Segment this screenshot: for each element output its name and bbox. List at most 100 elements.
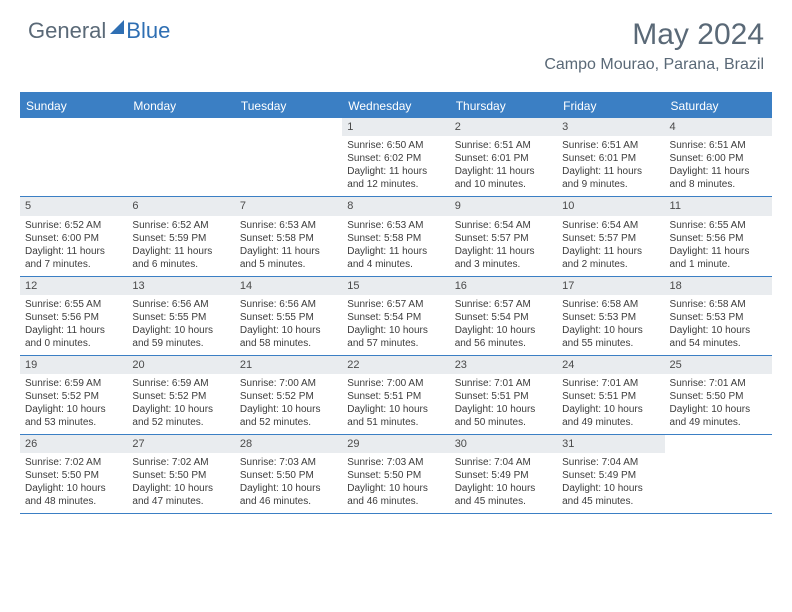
day-body: Sunrise: 6:58 AMSunset: 5:53 PMDaylight:… (557, 295, 664, 355)
daylight-text: Daylight: 10 hours and 53 minutes. (25, 403, 122, 429)
day-number: 19 (20, 356, 127, 374)
sunrise-text: Sunrise: 7:01 AM (562, 377, 659, 390)
day-body: Sunrise: 7:02 AMSunset: 5:50 PMDaylight:… (20, 453, 127, 513)
sunset-text: Sunset: 5:58 PM (240, 232, 337, 245)
day-number: 1 (342, 118, 449, 136)
day-body: Sunrise: 6:55 AMSunset: 5:56 PMDaylight:… (665, 216, 772, 276)
sunrise-text: Sunrise: 6:51 AM (455, 139, 552, 152)
day-number: 21 (235, 356, 342, 374)
day-number: 4 (665, 118, 772, 136)
daylight-text: Daylight: 10 hours and 49 minutes. (562, 403, 659, 429)
week-row: 19Sunrise: 6:59 AMSunset: 5:52 PMDayligh… (20, 356, 772, 435)
daylight-text: Daylight: 10 hours and 54 minutes. (670, 324, 767, 350)
day-cell: 4Sunrise: 6:51 AMSunset: 6:00 PMDaylight… (665, 118, 772, 196)
daylight-text: Daylight: 10 hours and 51 minutes. (347, 403, 444, 429)
day-number (665, 435, 772, 439)
day-cell: 11Sunrise: 6:55 AMSunset: 5:56 PMDayligh… (665, 197, 772, 275)
day-number: 6 (127, 197, 234, 215)
day-cell: 1Sunrise: 6:50 AMSunset: 6:02 PMDaylight… (342, 118, 449, 196)
day-cell: 20Sunrise: 6:59 AMSunset: 5:52 PMDayligh… (127, 356, 234, 434)
day-body: Sunrise: 6:51 AMSunset: 6:00 PMDaylight:… (665, 136, 772, 196)
day-header: Thursday (450, 94, 557, 118)
daylight-text: Daylight: 10 hours and 56 minutes. (455, 324, 552, 350)
sunrise-text: Sunrise: 6:53 AM (347, 219, 444, 232)
day-body: Sunrise: 6:56 AMSunset: 5:55 PMDaylight:… (127, 295, 234, 355)
day-body: Sunrise: 7:01 AMSunset: 5:51 PMDaylight:… (450, 374, 557, 434)
daylight-text: Daylight: 10 hours and 46 minutes. (240, 482, 337, 508)
sunrise-text: Sunrise: 6:56 AM (240, 298, 337, 311)
sunset-text: Sunset: 5:50 PM (240, 469, 337, 482)
month-title: May 2024 (544, 18, 764, 52)
day-number (127, 118, 234, 122)
logo-text-general: General (28, 18, 106, 44)
day-number: 9 (450, 197, 557, 215)
daylight-text: Daylight: 11 hours and 0 minutes. (25, 324, 122, 350)
day-header: Saturday (665, 94, 772, 118)
daylight-text: Daylight: 10 hours and 57 minutes. (347, 324, 444, 350)
sunrise-text: Sunrise: 7:01 AM (670, 377, 767, 390)
sunset-text: Sunset: 5:50 PM (670, 390, 767, 403)
sunset-text: Sunset: 5:55 PM (240, 311, 337, 324)
sunrise-text: Sunrise: 6:59 AM (132, 377, 229, 390)
sunrise-text: Sunrise: 6:55 AM (670, 219, 767, 232)
sunrise-text: Sunrise: 6:58 AM (670, 298, 767, 311)
day-cell: 7Sunrise: 6:53 AMSunset: 5:58 PMDaylight… (235, 197, 342, 275)
daylight-text: Daylight: 10 hours and 48 minutes. (25, 482, 122, 508)
day-cell: 15Sunrise: 6:57 AMSunset: 5:54 PMDayligh… (342, 277, 449, 355)
sunrise-text: Sunrise: 6:51 AM (670, 139, 767, 152)
day-body: Sunrise: 6:57 AMSunset: 5:54 PMDaylight:… (450, 295, 557, 355)
sunset-text: Sunset: 6:00 PM (25, 232, 122, 245)
day-number: 26 (20, 435, 127, 453)
sunset-text: Sunset: 6:01 PM (455, 152, 552, 165)
weeks-container: 1Sunrise: 6:50 AMSunset: 6:02 PMDaylight… (20, 118, 772, 514)
sunrise-text: Sunrise: 6:54 AM (455, 219, 552, 232)
day-body: Sunrise: 6:54 AMSunset: 5:57 PMDaylight:… (557, 216, 664, 276)
day-body: Sunrise: 6:59 AMSunset: 5:52 PMDaylight:… (127, 374, 234, 434)
day-number: 16 (450, 277, 557, 295)
daylight-text: Daylight: 10 hours and 47 minutes. (132, 482, 229, 508)
sunset-text: Sunset: 5:53 PM (670, 311, 767, 324)
day-body: Sunrise: 6:52 AMSunset: 6:00 PMDaylight:… (20, 216, 127, 276)
day-cell: 8Sunrise: 6:53 AMSunset: 5:58 PMDaylight… (342, 197, 449, 275)
day-number: 29 (342, 435, 449, 453)
day-number: 7 (235, 197, 342, 215)
sunset-text: Sunset: 5:53 PM (562, 311, 659, 324)
day-number: 27 (127, 435, 234, 453)
daylight-text: Daylight: 10 hours and 50 minutes. (455, 403, 552, 429)
sunrise-text: Sunrise: 7:00 AM (347, 377, 444, 390)
day-header: Sunday (20, 94, 127, 118)
daylight-text: Daylight: 11 hours and 4 minutes. (347, 245, 444, 271)
sunset-text: Sunset: 5:55 PM (132, 311, 229, 324)
day-cell: 19Sunrise: 6:59 AMSunset: 5:52 PMDayligh… (20, 356, 127, 434)
day-body: Sunrise: 6:55 AMSunset: 5:56 PMDaylight:… (20, 295, 127, 355)
week-row: 1Sunrise: 6:50 AMSunset: 6:02 PMDaylight… (20, 118, 772, 197)
sunrise-text: Sunrise: 6:50 AM (347, 139, 444, 152)
day-number: 24 (557, 356, 664, 374)
daylight-text: Daylight: 11 hours and 9 minutes. (562, 165, 659, 191)
daylight-text: Daylight: 10 hours and 49 minutes. (670, 403, 767, 429)
sunrise-text: Sunrise: 7:04 AM (455, 456, 552, 469)
day-cell: 23Sunrise: 7:01 AMSunset: 5:51 PMDayligh… (450, 356, 557, 434)
daylight-text: Daylight: 11 hours and 5 minutes. (240, 245, 337, 271)
day-cell: 10Sunrise: 6:54 AMSunset: 5:57 PMDayligh… (557, 197, 664, 275)
daylight-text: Daylight: 11 hours and 1 minute. (670, 245, 767, 271)
sunrise-text: Sunrise: 6:55 AM (25, 298, 122, 311)
day-cell: 26Sunrise: 7:02 AMSunset: 5:50 PMDayligh… (20, 435, 127, 513)
daylight-text: Daylight: 10 hours and 59 minutes. (132, 324, 229, 350)
day-number: 31 (557, 435, 664, 453)
daylight-text: Daylight: 10 hours and 52 minutes. (240, 403, 337, 429)
sunrise-text: Sunrise: 7:00 AM (240, 377, 337, 390)
daylight-text: Daylight: 10 hours and 55 minutes. (562, 324, 659, 350)
sunset-text: Sunset: 5:59 PM (132, 232, 229, 245)
day-body: Sunrise: 7:00 AMSunset: 5:51 PMDaylight:… (342, 374, 449, 434)
sunset-text: Sunset: 5:49 PM (562, 469, 659, 482)
day-number: 11 (665, 197, 772, 215)
sunset-text: Sunset: 5:56 PM (670, 232, 767, 245)
day-cell: 5Sunrise: 6:52 AMSunset: 6:00 PMDaylight… (20, 197, 127, 275)
sunset-text: Sunset: 5:57 PM (455, 232, 552, 245)
day-body: Sunrise: 6:51 AMSunset: 6:01 PMDaylight:… (450, 136, 557, 196)
day-number: 13 (127, 277, 234, 295)
day-number: 28 (235, 435, 342, 453)
sunset-text: Sunset: 6:01 PM (562, 152, 659, 165)
sunrise-text: Sunrise: 7:01 AM (455, 377, 552, 390)
